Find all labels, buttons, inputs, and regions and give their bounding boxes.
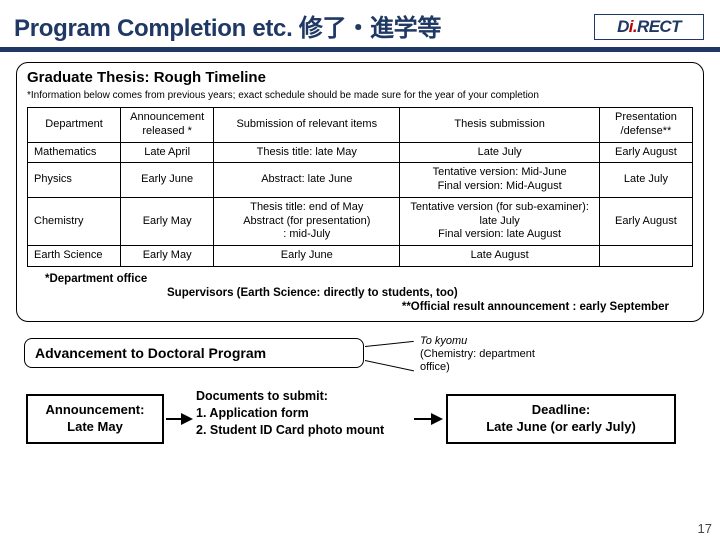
logo-text-pre: D xyxy=(617,17,629,37)
cell-pres: Late July xyxy=(599,163,692,198)
cell-pres: Early August xyxy=(599,142,692,163)
col-thesis: Thesis submission xyxy=(400,108,600,143)
slide-number: 17 xyxy=(698,521,712,536)
table-row: Mathematics Late April Thesis title: lat… xyxy=(28,142,693,163)
logo-text-post: RECT xyxy=(637,17,681,37)
cell-sub: Early June xyxy=(214,246,400,267)
cell-thesis: Late July xyxy=(400,142,600,163)
arrow-2-head xyxy=(431,413,443,425)
cell-sub: Thesis title: end of MayAbstract (for pr… xyxy=(214,197,400,245)
announcement-label: Announcement:Late May xyxy=(46,402,145,436)
documents-list: Documents to submit: 1. Application form… xyxy=(196,388,416,439)
cell-dept: Chemistry xyxy=(28,197,121,245)
callout-line-bottom xyxy=(365,360,414,371)
deadline-box: Deadline:Late June (or early July) xyxy=(446,394,676,444)
cell-ann: Early June xyxy=(121,163,214,198)
announcement-box: Announcement:Late May xyxy=(26,394,164,444)
col-submission: Submission of relevant items xyxy=(214,108,400,143)
title-underline xyxy=(0,47,720,52)
table-row: Physics Early June Abstract: late June T… xyxy=(28,163,693,198)
cell-sub: Abstract: late June xyxy=(214,163,400,198)
supervisors-note: Supervisors (Earth Science: directly to … xyxy=(167,287,689,299)
cell-thesis: Tentative version: Mid-JuneFinal version… xyxy=(400,163,600,198)
section-advancement: Advancement to Doctoral Program To kyomu… xyxy=(16,332,704,467)
cell-dept: Physics xyxy=(28,163,121,198)
cell-dept: Earth Science xyxy=(28,246,121,267)
kyomu-title: To kyomu xyxy=(420,335,538,348)
table-row: Chemistry Early May Thesis title: end of… xyxy=(28,197,693,245)
logo-direct: Di.RECT xyxy=(594,14,704,40)
arrow-1-head xyxy=(181,413,193,425)
logo-text-i: i. xyxy=(629,17,637,37)
table-row: Earth Science Early May Early June Late … xyxy=(28,246,693,267)
timeline-table: Department Announcement released * Submi… xyxy=(27,107,693,267)
arrow-2-line xyxy=(414,418,432,420)
cell-thesis: Tentative version (for sub-examiner):lat… xyxy=(400,197,600,245)
table-header-row: Department Announcement released * Submi… xyxy=(28,108,693,143)
kyomu-sub: (Chemistry: department office) xyxy=(420,348,538,374)
cell-pres: Early August xyxy=(599,197,692,245)
callout-line-top xyxy=(365,341,414,347)
docs-item-1: 1. Application form xyxy=(196,405,416,422)
cell-sub: Thesis title: late May xyxy=(214,142,400,163)
section1-heading: Graduate Thesis: Rough Timeline xyxy=(27,69,693,86)
cell-pres xyxy=(599,246,692,267)
col-announcement: Announcement released * xyxy=(121,108,214,143)
cell-dept: Mathematics xyxy=(28,142,121,163)
col-presentation: Presentation /defense** xyxy=(599,108,692,143)
col-department: Department xyxy=(28,108,121,143)
section-graduate-thesis: Graduate Thesis: Rough Timeline *Informa… xyxy=(16,62,704,322)
docs-heading: Documents to submit: xyxy=(196,388,416,405)
cell-thesis: Late August xyxy=(400,246,600,267)
deadline-label: Deadline:Late June (or early July) xyxy=(486,402,636,436)
dept-office-note: *Department office xyxy=(45,273,689,285)
advancement-heading-box: Advancement to Doctoral Program xyxy=(24,338,364,368)
advancement-heading: Advancement to Doctoral Program xyxy=(35,345,266,361)
cell-ann: Early May xyxy=(121,246,214,267)
official-result-note: **Official result announcement : early S… xyxy=(27,301,669,313)
cell-ann: Late April xyxy=(121,142,214,163)
docs-item-2: 2. Student ID Card photo mount xyxy=(196,422,416,439)
cell-ann: Early May xyxy=(121,197,214,245)
arrow-1-line xyxy=(166,418,182,420)
kyomu-note: To kyomu (Chemistry: department office) xyxy=(414,332,544,378)
section1-note: *Information below comes from previous y… xyxy=(27,90,693,101)
